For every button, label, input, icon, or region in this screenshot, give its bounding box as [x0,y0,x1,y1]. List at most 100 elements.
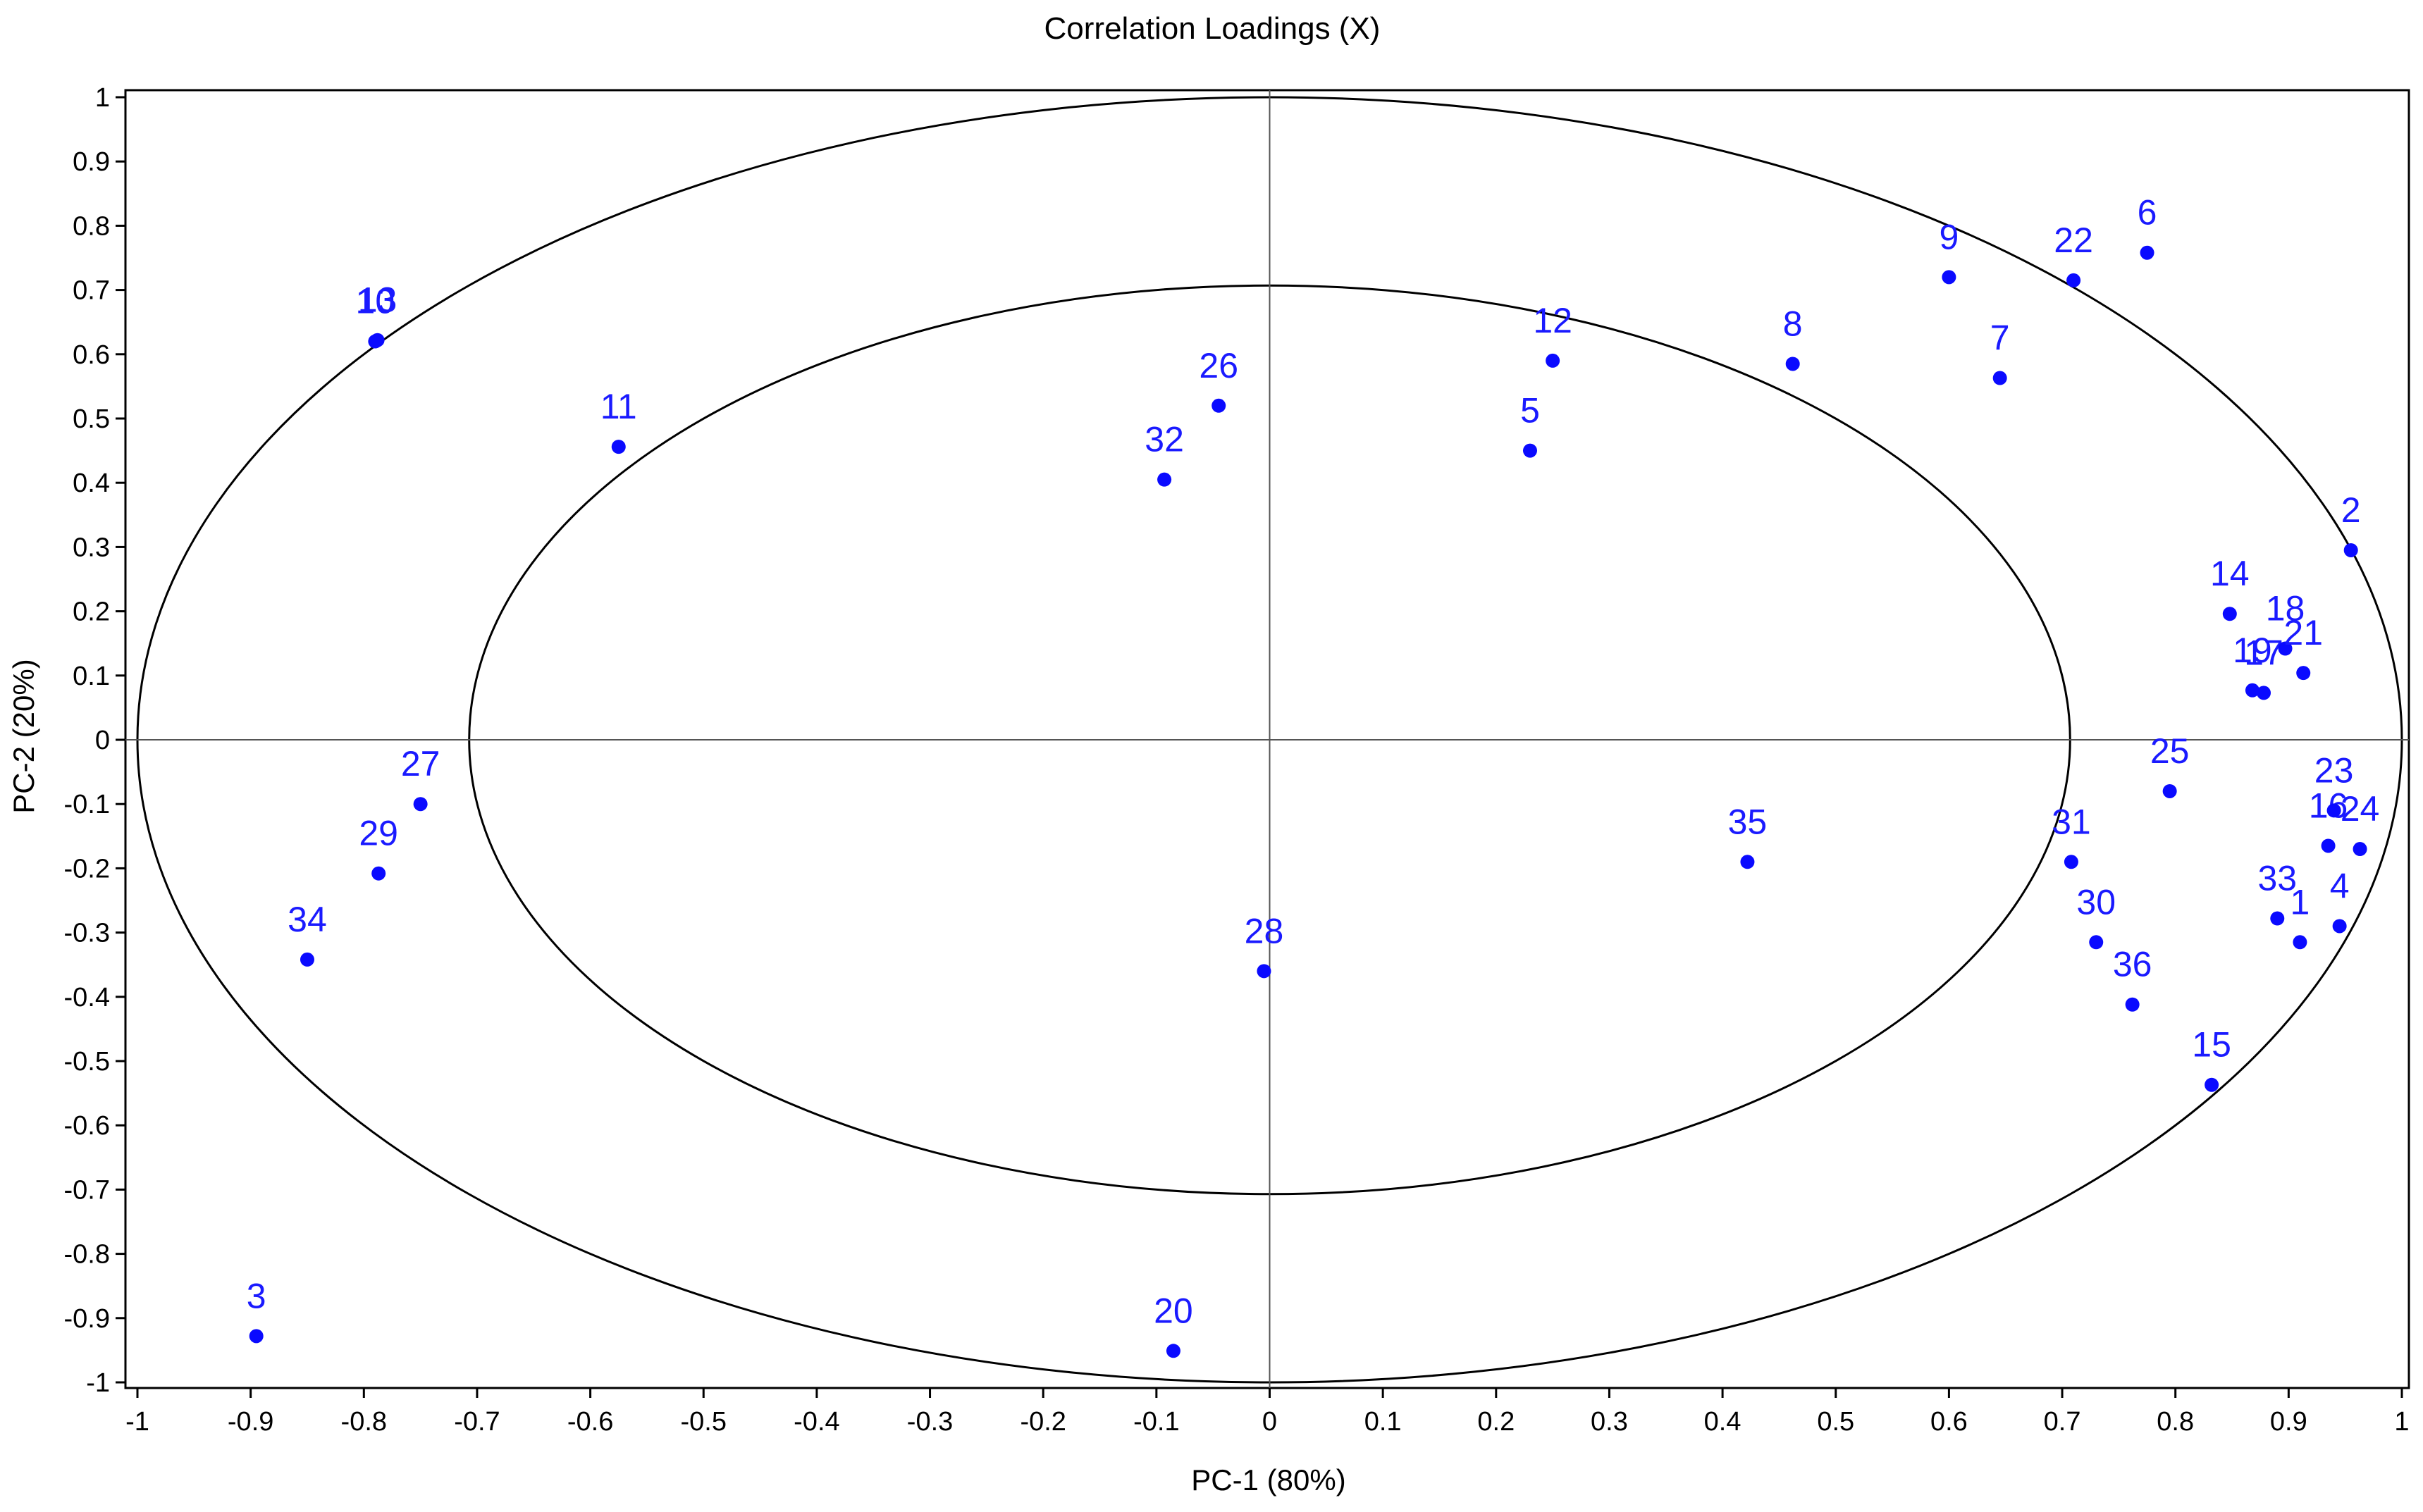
y-tick-label: -0.9 [64,1304,110,1334]
y-tick-label: -0.1 [64,790,110,819]
data-point-label-7: 7 [1990,318,2010,358]
data-point-label-23: 23 [2314,750,2354,790]
y-axis-title: PC-2 (20%) [7,659,40,813]
x-tick-label: -0.8 [341,1407,387,1437]
data-point-22 [2066,273,2081,287]
data-point-label-12: 12 [1533,301,1572,340]
data-point-label-33: 33 [2257,859,2297,898]
data-point-label-32: 32 [1145,420,1184,459]
data-point-30 [2089,935,2104,950]
data-point-label-18: 18 [2266,588,2305,628]
data-point-7 [1992,371,2007,385]
y-tick-label: 0 [95,726,110,755]
y-tick-label: -0.6 [64,1111,110,1141]
data-point-label-9: 9 [1939,217,1959,256]
x-tick-label: 0.1 [1364,1407,1402,1437]
data-point-34 [300,952,314,967]
x-axis-title: PC-1 (80%) [1191,1463,1345,1496]
data-point-12 [1546,353,1560,368]
data-point-17 [2257,686,2271,700]
data-point-label-1: 1 [2291,882,2310,922]
y-tick-label: 0.5 [73,404,110,434]
x-tick-label: 0.5 [1817,1407,1854,1437]
data-point-label-25: 25 [2150,731,2190,771]
data-point-label-36: 36 [2113,945,2152,984]
data-point-label-5: 5 [1520,391,1540,430]
y-axis-ticks: 1 0.9 0.8 0.7 0.6 0.5 0.4 0.3 0.2 0.1 0 -0.1 -0.2 -0.… [64,83,125,1398]
data-point-label-4: 4 [2330,866,2350,905]
x-tick-label: -0.3 [907,1407,953,1437]
data-point-25 [2162,783,2177,798]
data-point-label-14: 14 [2210,554,2250,593]
data-point-label-30: 30 [2076,882,2116,922]
data-point-label-22: 22 [2054,221,2093,260]
data-point-19 [2245,683,2259,698]
y-tick-label: -0.3 [64,919,110,948]
y-tick-label: 0.3 [73,533,110,562]
x-tick-label: 0 [1262,1407,1277,1437]
x-tick-label: -0.4 [794,1407,839,1437]
data-point-label-8: 8 [1783,304,1803,343]
data-point-label-24: 24 [2341,789,2380,829]
data-point-28 [1257,964,1271,979]
x-tick-label: 0.7 [2044,1407,2081,1437]
data-point-label-21: 21 [2283,613,2323,652]
data-point-32 [1157,472,1172,487]
data-point-label-20: 20 [1154,1291,1193,1330]
data-point-18 [2278,641,2293,656]
x-tick-label: 0.2 [1477,1407,1515,1437]
x-tick-label: -0.2 [1020,1407,1066,1437]
x-tick-label: 0.3 [1591,1407,1628,1437]
data-point-label-6: 6 [2138,193,2157,233]
data-point-label-27: 27 [401,744,440,783]
data-point-label-15: 15 [2192,1025,2231,1065]
x-tick-label: 1 [2394,1407,2409,1437]
x-tick-label: -0.6 [567,1407,613,1437]
y-tick-label: -0.4 [64,983,110,1012]
data-point-label-10: 10 [356,282,395,321]
y-tick-label: -1 [86,1368,110,1398]
y-tick-label: 0.8 [73,211,110,241]
data-point-label-34: 34 [288,900,327,939]
x-tick-label: -0.7 [454,1407,500,1437]
x-tick-label: 0.4 [1704,1407,1741,1437]
data-point-20 [1166,1344,1180,1358]
data-point-label-26: 26 [1199,346,1238,385]
y-tick-label: 1 [95,83,110,113]
data-point-3 [249,1329,264,1344]
data-point-label-29: 29 [359,814,398,853]
data-point-label-35: 35 [1728,802,1768,841]
data-point-16 [2321,838,2336,853]
x-tick-label: -0.9 [228,1407,273,1437]
y-tick-label: 0.1 [73,662,110,691]
data-point-15 [2205,1077,2219,1092]
y-tick-label: 0.2 [73,597,110,627]
data-point-26 [1212,398,1226,413]
data-point-14 [2222,607,2237,621]
x-tick-label: -0.5 [681,1407,727,1437]
x-tick-label: 0.6 [1930,1407,1968,1437]
x-tick-label: 0.9 [2270,1407,2307,1437]
y-tick-label: 0.9 [73,147,110,177]
data-point-33 [2270,911,2285,926]
data-point-21 [2296,666,2311,681]
data-point-label-19: 19 [2233,631,2272,670]
data-point-label-31: 31 [2052,802,2091,841]
y-tick-label: 0.6 [73,340,110,370]
data-point-31 [2064,855,2078,869]
data-point-label-16: 16 [2309,786,2348,825]
data-point-label-11: 11 [600,387,637,426]
data-points: 1234567891011121314151617181920212223242… [247,193,2380,1358]
y-tick-label: -0.5 [64,1047,110,1077]
x-axis-ticks: -1 -0.9 -0.8 -0.7 -0.6 -0.5 -0.4 -0.3 -0.2 -0.1 0 0… [125,1388,2410,1437]
data-point-13 [370,333,385,347]
data-point-label-28: 28 [1245,911,1284,950]
data-point-8 [1785,357,1800,371]
y-tick-label: 0.7 [73,276,110,306]
data-point-4 [2332,919,2347,934]
data-point-27 [413,797,428,812]
x-tick-label: -1 [125,1407,149,1437]
x-tick-label: -0.1 [1133,1407,1179,1437]
chart-title: Correlation Loadings (X) [1044,11,1381,46]
